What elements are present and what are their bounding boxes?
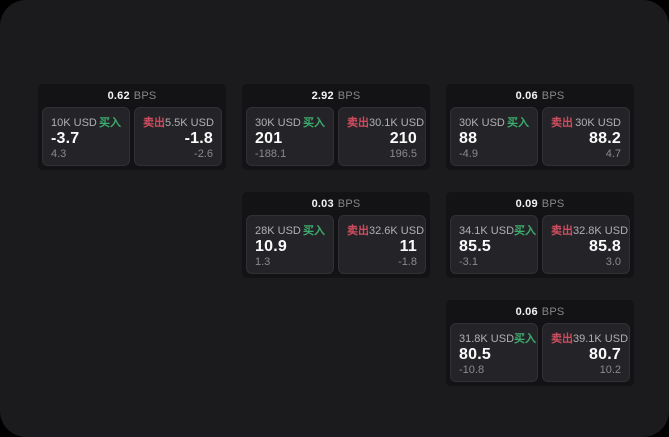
buy-side-label: 买入 [99,117,121,129]
sell-price: 11 [399,238,417,255]
spread-value: 0.06 [515,305,538,318]
sell-panel[interactable]: 卖出 32.8K USD 85.8 3.0 [542,215,630,274]
card-spread-header: 0.03 BPS [242,192,430,215]
sell-price: 85.8 [589,238,621,255]
card-body: 10K USD 买入 -3.7 4.3 卖出 5.5K USD -1.8 -2.… [38,107,226,170]
buy-panel[interactable]: 30K USD 买入 88 -4.9 [450,107,538,166]
sell-price: -1.8 [184,130,213,147]
sell-side-label: 卖出 [347,117,369,129]
sell-notional: 30K USD [575,117,621,129]
card-spread-header: 0.06 BPS [446,300,634,323]
card-body: 34.1K USD 买入 85.5 -3.1 卖出 32.8K USD 85.8… [446,215,634,278]
buy-panel[interactable]: 30K USD 买入 201 -188.1 [246,107,334,166]
spread-value: 2.92 [311,89,334,102]
buy-delta: -10.8 [459,364,485,376]
buy-side-label: 买入 [303,117,325,129]
buy-price: -3.7 [51,130,80,147]
sell-panel[interactable]: 卖出 30K USD 88.2 4.7 [542,107,630,166]
spread-value: 0.06 [515,89,538,102]
card-spread-header: 2.92 BPS [242,84,430,107]
buy-side-label: 买入 [507,117,529,129]
buy-delta: -3.1 [459,256,478,268]
sell-delta: -1.8 [398,256,417,268]
buy-side-label: 买入 [514,225,537,237]
buy-price: 85.5 [459,238,491,255]
sell-panel[interactable]: 卖出 32.6K USD 11 -1.8 [338,215,426,274]
buy-side-label: 买入 [303,225,325,237]
buy-price: 201 [255,130,283,147]
quote-card: 0.09 BPS 34.1K USD 买入 85.5 -3.1 卖出 32.8K… [446,192,634,278]
spread-unit-label: BPS [541,197,565,210]
spread-value: 0.62 [107,89,130,102]
sell-panel[interactable]: 卖出 5.5K USD -1.8 -2.6 [134,107,222,166]
spread-unit-label: BPS [133,89,157,102]
quote-card: 0.06 BPS 31.8K USD 买入 80.5 -10.8 卖出 39.1… [446,300,634,386]
card-spread-header: 0.62 BPS [38,84,226,107]
card-body: 31.8K USD 买入 80.5 -10.8 卖出 39.1K USD 80.… [446,323,634,386]
sell-notional: 30.1K USD [369,117,425,129]
quote-card: 0.03 BPS 28K USD 买入 10.9 1.3 卖出 32.6K US… [242,192,430,278]
sell-side-label: 卖出 [551,333,573,345]
buy-notional: 28K USD [255,225,301,237]
quote-card: 0.06 BPS 30K USD 买入 88 -4.9 卖出 30K USD [446,84,634,170]
sell-price: 88.2 [589,130,621,147]
quote-card: 0.62 BPS 10K USD 买入 -3.7 4.3 卖出 5.5K USD [38,84,226,170]
sell-delta: -2.6 [194,148,213,160]
sell-side-label: 卖出 [347,225,369,237]
sell-delta: 10.2 [599,364,621,376]
sell-notional: 39.1K USD [573,333,629,345]
buy-panel[interactable]: 28K USD 买入 10.9 1.3 [246,215,334,274]
buy-price: 10.9 [255,238,287,255]
sell-price: 210 [389,130,417,147]
spread-unit-label: BPS [337,89,361,102]
sell-delta: 3.0 [605,256,621,268]
buy-price: 80.5 [459,346,491,363]
spread-value: 0.03 [311,197,334,210]
quote-card: 2.92 BPS 30K USD 买入 201 -188.1 卖出 30.1K … [242,84,430,170]
sell-side-label: 卖出 [551,225,573,237]
buy-side-label: 买入 [514,333,537,345]
card-body: 28K USD 买入 10.9 1.3 卖出 32.6K USD 11 -1.8 [242,215,430,278]
sell-notional: 5.5K USD [165,117,214,129]
buy-price: 88 [459,130,478,147]
card-body: 30K USD 买入 88 -4.9 卖出 30K USD 88.2 4.7 [446,107,634,170]
sell-side-label: 卖出 [143,117,165,129]
buy-delta: -188.1 [255,148,287,160]
sell-notional: 32.6K USD [369,225,425,237]
buy-delta: -4.9 [459,148,478,160]
spread-value: 0.09 [515,197,538,210]
sell-delta: 4.7 [605,148,621,160]
spread-unit-label: BPS [337,197,361,210]
sell-panel[interactable]: 卖出 39.1K USD 80.7 10.2 [542,323,630,382]
card-body: 30K USD 买入 201 -188.1 卖出 30.1K USD 210 1… [242,107,430,170]
sell-delta: 196.5 [389,148,417,160]
buy-notional: 30K USD [459,117,505,129]
sell-price: 80.7 [589,346,621,363]
card-spread-header: 0.06 BPS [446,84,634,107]
buy-notional: 31.8K USD [459,333,515,345]
buy-notional: 10K USD [51,117,97,129]
spread-unit-label: BPS [541,305,565,318]
buy-notional: 30K USD [255,117,301,129]
sell-panel[interactable]: 卖出 30.1K USD 210 196.5 [338,107,426,166]
card-spread-header: 0.09 BPS [446,192,634,215]
buy-panel[interactable]: 31.8K USD 买入 80.5 -10.8 [450,323,538,382]
spread-unit-label: BPS [541,89,565,102]
buy-panel[interactable]: 10K USD 买入 -3.7 4.3 [42,107,130,166]
buy-panel[interactable]: 34.1K USD 买入 85.5 -3.1 [450,215,538,274]
sell-side-label: 卖出 [551,117,573,129]
buy-notional: 34.1K USD [459,225,515,237]
buy-delta: 1.3 [255,256,271,268]
buy-delta: 4.3 [51,148,67,160]
sell-notional: 32.8K USD [573,225,629,237]
quote-cards-grid: 0.62 BPS 10K USD 买入 -3.7 4.3 卖出 5.5K USD [38,84,634,386]
